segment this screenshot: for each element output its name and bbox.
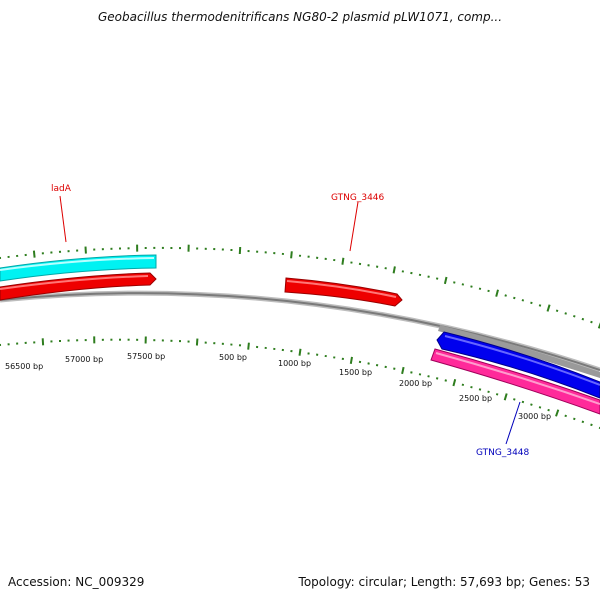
feature-blue[interactable] (436, 331, 600, 399)
major-tick (298, 348, 302, 356)
label-ladA[interactable]: ladA (51, 184, 72, 194)
tick-label: 500 bp (219, 353, 247, 362)
minor-tick (487, 289, 490, 293)
major-tick (495, 289, 499, 297)
minor-tick (495, 393, 499, 396)
callout-gtng-3448 (505, 401, 521, 445)
minor-tick (573, 314, 576, 318)
major-tick (349, 356, 353, 364)
tick-label: 1500 bp (339, 368, 372, 377)
minor-tick (538, 304, 542, 307)
major-tick (290, 251, 293, 259)
minor-tick (513, 398, 516, 401)
minor-tick (590, 423, 593, 427)
minor-tick (427, 375, 430, 378)
major-tick (546, 304, 551, 312)
major-tick (555, 409, 560, 417)
label-gtng-3446[interactable]: GTNG_3446 (331, 193, 385, 203)
feature-gtng-3448-highlight (435, 352, 600, 405)
minor-tick (470, 285, 473, 288)
minor-tick (530, 403, 533, 406)
tick-label: 57500 bp (127, 352, 165, 361)
feature-gtng-3448[interactable] (430, 348, 600, 415)
map-title: Geobacillus thermodenitrificans NG80-2 p… (97, 10, 503, 24)
feature-red-left[interactable] (0, 272, 157, 301)
major-tick (597, 322, 600, 329)
tick-label: 2500 bp (459, 394, 492, 403)
feature-ladA-highlight (0, 257, 155, 271)
minor-tick (521, 400, 525, 404)
minor-tick (461, 383, 465, 387)
minor-tick (564, 312, 567, 315)
minor-tick (461, 283, 465, 286)
minor-tick (555, 309, 559, 313)
minor-tick (478, 388, 482, 391)
feature-gray-band (438, 325, 600, 378)
major-tick (401, 366, 405, 375)
minor-tick (530, 301, 533, 305)
minor-tick (435, 277, 439, 280)
major-tick (443, 276, 448, 285)
minor-tick (573, 417, 576, 421)
minor-tick (487, 390, 490, 394)
minor-tick (581, 420, 585, 424)
tick-label: 1000 bp (278, 359, 311, 368)
callout-gtng-3446 (349, 201, 359, 252)
feature-gtng-3446-highlight (286, 280, 397, 298)
tick-label: 2000 bp (399, 379, 432, 388)
feature-ladA[interactable] (0, 254, 157, 282)
major-tick (392, 266, 396, 274)
plasmid-backbone-line (0, 292, 600, 371)
minor-tick (444, 379, 447, 382)
tick-label: 3000 bp (518, 412, 551, 421)
major-tick (195, 338, 199, 346)
label-gtng-3448[interactable]: GTNG_3448 (476, 448, 530, 458)
major-tick (32, 250, 36, 258)
minor-tick (504, 294, 507, 297)
major-tick (452, 379, 457, 387)
major-tick (503, 393, 508, 401)
feature-red-left-highlight (0, 275, 149, 290)
feature-gtng-3446[interactable] (284, 277, 403, 307)
tick-label: 57000 bp (65, 355, 103, 364)
minor-tick (513, 296, 516, 300)
callout-ladA (59, 195, 67, 243)
minor-tick (590, 320, 593, 324)
tick-label: 56500 bp (5, 362, 43, 371)
feature-blue-highlight (444, 335, 600, 386)
minor-tick (538, 406, 542, 409)
minor-tick (435, 377, 439, 380)
minor-tick (547, 408, 550, 412)
outer-tick-ring (0, 244, 600, 329)
major-tick (341, 257, 345, 265)
minor-tick (581, 317, 585, 321)
minor-tick (470, 385, 473, 389)
major-tick (247, 342, 250, 350)
minor-tick (564, 414, 567, 418)
minor-tick (521, 299, 525, 302)
summary-text: Topology: circular; Length: 57,693 bp; G… (298, 575, 590, 589)
accession-text: Accession: NC_009329 (8, 575, 145, 589)
